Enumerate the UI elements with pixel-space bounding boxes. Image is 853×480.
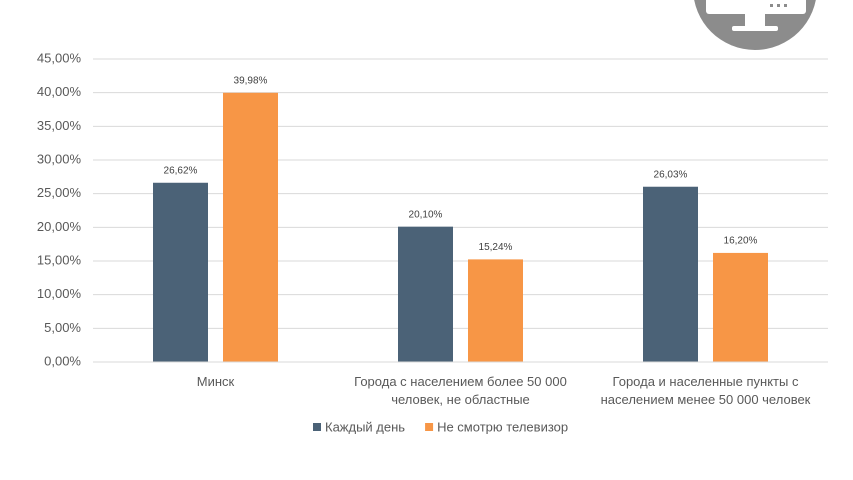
data-label: 39,98% [234, 75, 268, 86]
data-label: 16,20% [724, 236, 758, 247]
bar [643, 186, 698, 362]
y-tick-label: 5,00% [44, 320, 81, 335]
y-tick-label: 35,00% [37, 118, 82, 133]
y-tick-label: 20,00% [37, 219, 82, 234]
x-tick-label: Города с населением более 50 000 человек… [354, 374, 567, 407]
y-tick-label: 15,00% [37, 252, 82, 267]
legend-swatch [425, 423, 434, 431]
y-tick-label: 40,00% [37, 84, 82, 99]
y-tick-label: 0,00% [44, 353, 81, 368]
legend-swatch [313, 423, 321, 431]
bar [153, 182, 208, 362]
bar [398, 226, 453, 362]
legend-label: Не смотрю телевизор [437, 419, 568, 434]
y-tick-label: 10,00% [37, 286, 82, 301]
data-label: 26,62% [164, 165, 198, 176]
monitor-icon [694, 0, 816, 50]
data-label: 15,24% [479, 242, 513, 253]
y-tick-label: 30,00% [37, 151, 82, 166]
x-tick-label: Минск [196, 374, 235, 389]
x-tick-label: Города и населенные пункты с населением … [600, 374, 811, 407]
bar [223, 92, 278, 362]
legend-label: Каждый день [325, 419, 405, 434]
y-tick-label: 45,00% [37, 50, 82, 65]
data-label: 20,10% [409, 209, 443, 220]
bar [468, 259, 523, 362]
y-tick-label: 25,00% [37, 185, 82, 200]
data-label: 26,03% [654, 169, 688, 180]
bar [713, 252, 768, 362]
